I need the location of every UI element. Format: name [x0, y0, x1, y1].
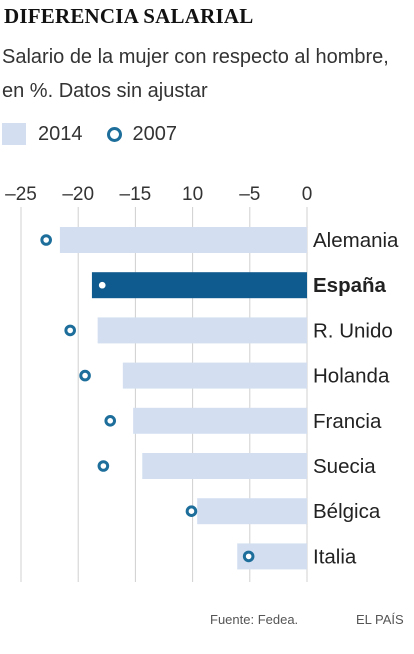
marker-2007	[98, 281, 106, 289]
bar-2014	[133, 407, 307, 434]
x-tick-label: –20	[62, 184, 94, 205]
marker-2007	[40, 234, 52, 246]
legend-label-2014: 2014	[38, 122, 83, 145]
category-label: Francia	[313, 410, 382, 433]
marker-2007	[242, 550, 255, 563]
category-label: Holanda	[313, 365, 390, 388]
marker-2007	[79, 369, 91, 382]
brand-credit: EL PAÍS	[356, 612, 404, 627]
chart-title: DIFERENCIA SALARIAL	[4, 4, 254, 28]
category-label: Alemania	[313, 229, 399, 252]
chart-subtitle: Salario de la mujer con respecto al homb…	[2, 46, 389, 102]
legend: 2014 2007	[2, 121, 177, 147]
bar-2014	[122, 362, 307, 389]
marker-2007	[64, 324, 76, 337]
legend-label-2007: 2007	[132, 122, 178, 145]
x-tick-label: 10	[182, 184, 203, 205]
x-tick-label: –25	[5, 184, 37, 205]
marker-2007	[97, 460, 110, 472]
marker-2007	[104, 415, 117, 427]
legend-swatch-2014	[2, 123, 26, 145]
category-label: España	[313, 274, 387, 297]
source-note: Fuente: Fedea.	[210, 612, 299, 627]
x-tick-label: 0	[302, 184, 313, 205]
category-label: Italia	[313, 545, 357, 568]
bar-2014	[91, 272, 307, 299]
category-label: Bélgica	[313, 500, 381, 523]
bar-2014	[97, 317, 307, 344]
legend-marker-2007	[106, 126, 122, 142]
bar-2014	[142, 453, 307, 479]
marker-2007	[185, 505, 198, 518]
bar-2014	[59, 227, 308, 253]
x-tick-label: –15	[120, 184, 152, 205]
category-label: R. Unido	[313, 319, 393, 342]
category-label: Suecia	[313, 455, 376, 478]
bar-2014	[197, 498, 307, 525]
x-tick-label: –5	[239, 184, 260, 205]
